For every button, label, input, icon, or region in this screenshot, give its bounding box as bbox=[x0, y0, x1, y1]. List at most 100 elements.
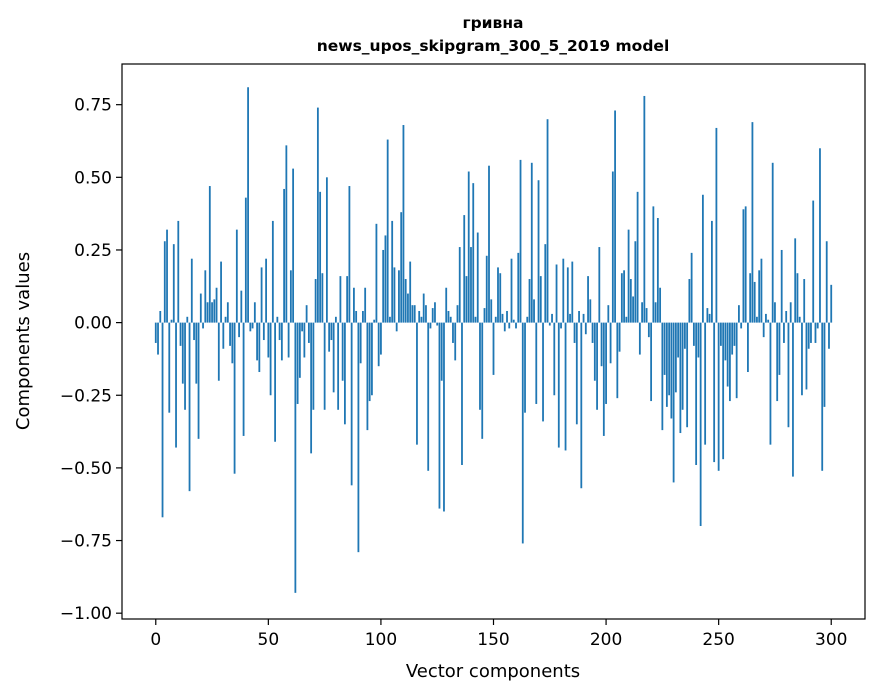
bar-component-47 bbox=[260, 267, 263, 323]
bar-component-19 bbox=[197, 322, 200, 439]
bar-component-14 bbox=[186, 316, 189, 323]
bar-component-185 bbox=[571, 261, 574, 323]
bar-component-236 bbox=[686, 322, 689, 428]
bar-component-240 bbox=[695, 322, 698, 465]
bar-component-211 bbox=[629, 279, 632, 323]
bar-component-172 bbox=[542, 322, 544, 422]
bar-component-257 bbox=[733, 322, 736, 346]
bar-component-143 bbox=[476, 232, 479, 323]
bar-component-0 bbox=[154, 322, 157, 343]
bar-component-186 bbox=[573, 322, 576, 343]
y-tick-label-6: 0.50 bbox=[74, 168, 112, 188]
bar-component-272 bbox=[767, 319, 770, 323]
bar-component-51 bbox=[269, 322, 272, 396]
bar-component-201 bbox=[607, 305, 610, 323]
bar-component-278 bbox=[780, 249, 783, 323]
bar-component-300 bbox=[830, 284, 833, 323]
bar-component-190 bbox=[582, 313, 585, 323]
bar-component-161 bbox=[517, 252, 520, 323]
bar-component-148 bbox=[488, 165, 490, 323]
bar-component-197 bbox=[598, 247, 601, 323]
bar-component-284 bbox=[794, 238, 797, 323]
bar-component-198 bbox=[600, 322, 603, 367]
bar-component-83 bbox=[341, 322, 344, 381]
bar-component-96 bbox=[371, 322, 373, 396]
bars-group bbox=[154, 87, 833, 593]
bar-component-196 bbox=[596, 322, 598, 410]
bar-component-142 bbox=[474, 316, 477, 323]
bar-component-194 bbox=[591, 322, 594, 343]
bar-component-48 bbox=[262, 322, 265, 341]
bar-component-250 bbox=[717, 322, 720, 471]
bar-component-18 bbox=[195, 322, 198, 384]
bar-component-210 bbox=[627, 229, 630, 323]
bar-component-154 bbox=[501, 313, 504, 323]
bar-component-125 bbox=[436, 322, 439, 326]
bar-component-41 bbox=[247, 87, 249, 323]
bar-component-20 bbox=[199, 293, 202, 323]
bar-component-70 bbox=[312, 322, 315, 410]
bar-component-38 bbox=[240, 290, 243, 323]
bar-component-234 bbox=[681, 322, 684, 410]
bar-component-232 bbox=[677, 322, 680, 358]
bar-component-150 bbox=[492, 322, 495, 375]
bar-component-137 bbox=[463, 215, 466, 323]
bar-component-90 bbox=[357, 322, 360, 553]
bar-component-173 bbox=[544, 244, 547, 323]
bar-component-155 bbox=[503, 322, 506, 332]
bar-component-140 bbox=[470, 247, 472, 323]
bar-component-180 bbox=[560, 322, 562, 329]
bar-component-98 bbox=[375, 223, 378, 323]
bar-component-85 bbox=[346, 276, 349, 323]
bar-component-45 bbox=[256, 322, 258, 361]
bar-component-80 bbox=[334, 316, 337, 323]
y-tick-label-0: −1.00 bbox=[60, 604, 112, 624]
bar-component-130 bbox=[447, 310, 450, 323]
bar-component-22 bbox=[204, 270, 207, 323]
bar-component-297 bbox=[823, 322, 826, 407]
bar-component-261 bbox=[742, 209, 745, 323]
bar-component-55 bbox=[278, 322, 281, 341]
bar-component-42 bbox=[249, 322, 252, 332]
bar-component-30 bbox=[222, 322, 225, 349]
bar-component-219 bbox=[647, 322, 650, 338]
bar-component-50 bbox=[267, 322, 270, 358]
bar-component-184 bbox=[569, 313, 571, 323]
bar-component-76 bbox=[325, 177, 328, 323]
bar-component-231 bbox=[674, 322, 677, 393]
bar-component-281 bbox=[787, 322, 790, 428]
bar-component-235 bbox=[683, 322, 686, 349]
bar-component-92 bbox=[362, 310, 364, 323]
bar-component-292 bbox=[812, 200, 815, 323]
bar-component-248 bbox=[713, 322, 716, 463]
bar-component-116 bbox=[416, 322, 418, 445]
x-axis: 0 50 100 150 200 250 300 bbox=[150, 619, 847, 650]
bar-component-52 bbox=[271, 220, 274, 323]
bar-component-15 bbox=[188, 322, 191, 492]
y-axis-label: Components values bbox=[13, 252, 34, 430]
bar-component-214 bbox=[636, 191, 639, 323]
x-tick-label-0: 0 bbox=[150, 630, 161, 650]
bar-component-121 bbox=[427, 322, 430, 471]
bar-component-91 bbox=[359, 322, 362, 364]
bar-component-95 bbox=[368, 322, 371, 402]
bar-component-221 bbox=[652, 206, 655, 323]
x-tick-label-300: 300 bbox=[815, 630, 847, 650]
bar-component-195 bbox=[593, 322, 596, 381]
bar-component-37 bbox=[238, 322, 240, 338]
bar-component-174 bbox=[546, 119, 549, 323]
bar-component-286 bbox=[798, 316, 801, 323]
bar-component-141 bbox=[472, 183, 475, 323]
bar-component-5 bbox=[166, 229, 168, 323]
bar-component-253 bbox=[724, 322, 727, 361]
bar-component-149 bbox=[490, 299, 493, 323]
bar-component-177 bbox=[553, 322, 556, 396]
bar-component-298 bbox=[825, 241, 828, 323]
bar-component-259 bbox=[738, 305, 740, 323]
bar-component-262 bbox=[744, 206, 747, 323]
bar-component-256 bbox=[731, 322, 734, 355]
bar-component-251 bbox=[720, 322, 722, 346]
bar-component-2 bbox=[159, 310, 162, 323]
bar-component-224 bbox=[659, 287, 662, 323]
